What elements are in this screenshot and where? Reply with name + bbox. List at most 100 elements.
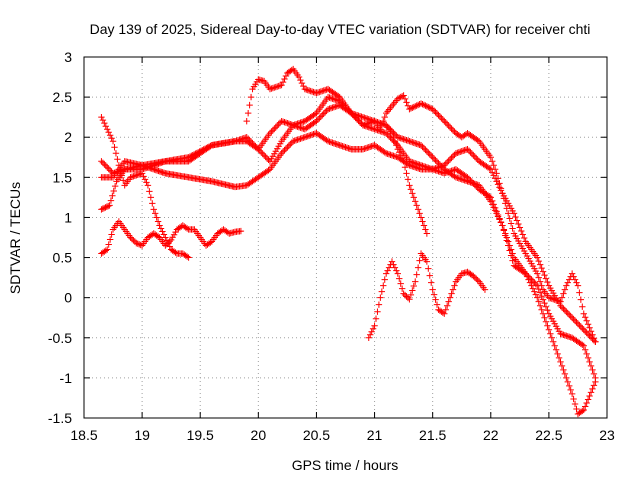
data-point bbox=[446, 294, 454, 301]
data-point bbox=[566, 311, 573, 318]
data-point bbox=[407, 105, 415, 112]
data-point bbox=[467, 149, 474, 156]
data-point bbox=[473, 275, 480, 283]
data-point bbox=[271, 125, 278, 132]
data-point bbox=[242, 134, 249, 141]
data-point bbox=[274, 122, 281, 129]
data-point bbox=[564, 310, 571, 317]
data-point bbox=[339, 143, 346, 150]
data-point bbox=[416, 161, 423, 168]
data-point bbox=[491, 166, 499, 173]
data-point bbox=[445, 122, 452, 129]
data-point bbox=[240, 135, 248, 142]
data-point bbox=[284, 119, 291, 127]
data-point bbox=[106, 167, 114, 174]
data-point bbox=[298, 135, 306, 142]
data-point bbox=[499, 222, 506, 229]
data-point bbox=[404, 294, 412, 302]
data-point bbox=[130, 237, 137, 244]
data-point bbox=[436, 113, 444, 120]
data-point bbox=[384, 131, 391, 138]
chart-title: Day 139 of 2025, Sidereal Day-to-day VTE… bbox=[90, 21, 591, 37]
data-point bbox=[496, 180, 503, 187]
data-point bbox=[420, 163, 428, 170]
data-point bbox=[127, 174, 134, 181]
data-point bbox=[502, 200, 509, 207]
data-point bbox=[470, 180, 477, 187]
data-point bbox=[428, 279, 435, 286]
data-point bbox=[582, 346, 589, 354]
data-point bbox=[425, 103, 432, 111]
data-point bbox=[282, 119, 290, 126]
data-point bbox=[541, 299, 548, 307]
data-point bbox=[300, 134, 307, 141]
data-point bbox=[448, 290, 455, 297]
data-point bbox=[403, 293, 410, 300]
data-point bbox=[388, 130, 396, 137]
data-point bbox=[305, 87, 313, 94]
data-point bbox=[160, 231, 168, 238]
data-point bbox=[101, 161, 108, 168]
data-point bbox=[291, 122, 298, 129]
data-point bbox=[442, 119, 449, 126]
data-point bbox=[436, 161, 444, 168]
data-point bbox=[426, 165, 433, 172]
data-point bbox=[535, 298, 542, 305]
data-point bbox=[573, 405, 580, 413]
x-tick-label: 23 bbox=[599, 427, 615, 443]
data-point bbox=[509, 257, 516, 264]
data-point bbox=[449, 286, 457, 293]
data-point bbox=[441, 117, 448, 125]
data-point bbox=[146, 188, 153, 195]
data-point bbox=[443, 302, 451, 309]
data-point bbox=[398, 285, 406, 292]
data-point bbox=[359, 121, 367, 129]
data-point bbox=[573, 319, 580, 326]
data-point bbox=[455, 149, 463, 156]
data-point bbox=[579, 325, 586, 332]
data-point bbox=[162, 234, 169, 241]
data-point bbox=[391, 138, 399, 145]
data-point bbox=[451, 282, 458, 289]
data-point bbox=[590, 370, 598, 378]
data-point bbox=[417, 162, 425, 169]
data-point bbox=[104, 126, 111, 133]
data-point bbox=[265, 167, 272, 174]
data-point bbox=[489, 169, 496, 176]
data-point bbox=[506, 215, 513, 222]
data-point bbox=[545, 294, 553, 301]
data-point bbox=[486, 165, 493, 172]
data-point bbox=[571, 276, 579, 283]
data-point bbox=[316, 114, 323, 122]
data-point bbox=[275, 82, 282, 90]
data-point bbox=[362, 120, 370, 128]
data-point bbox=[398, 135, 406, 142]
data-point bbox=[423, 230, 431, 237]
data-point bbox=[278, 150, 285, 157]
data-point bbox=[544, 322, 551, 329]
data-point bbox=[445, 157, 452, 164]
data-point bbox=[564, 333, 571, 340]
data-point bbox=[417, 100, 425, 107]
data-point bbox=[414, 141, 422, 148]
x-tick-label: 20.5 bbox=[303, 427, 330, 443]
data-point bbox=[468, 150, 476, 157]
data-point bbox=[455, 175, 463, 182]
data-point bbox=[584, 321, 592, 328]
data-point bbox=[127, 234, 134, 241]
data-point bbox=[443, 120, 451, 128]
data-point bbox=[430, 165, 438, 173]
data-point bbox=[558, 362, 566, 370]
data-point bbox=[419, 101, 426, 108]
data-point bbox=[582, 314, 589, 321]
x-tick-label: 22.5 bbox=[535, 427, 562, 443]
data-point bbox=[406, 138, 413, 145]
data-point bbox=[529, 277, 537, 285]
data-point bbox=[268, 85, 275, 92]
y-tick-label: 3 bbox=[64, 49, 72, 65]
data-point bbox=[368, 124, 375, 132]
data-point bbox=[586, 332, 593, 339]
plot-frame bbox=[83, 56, 608, 419]
data-point bbox=[154, 233, 162, 240]
data-point bbox=[332, 96, 339, 103]
